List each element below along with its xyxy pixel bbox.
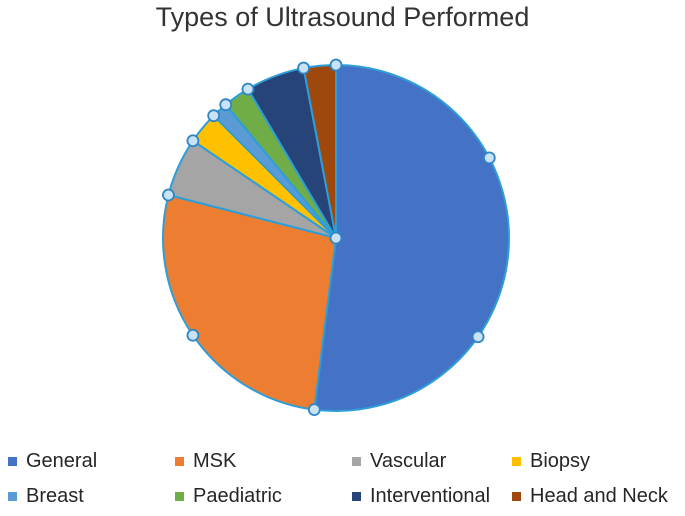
legend-swatch-head-and-neck (512, 492, 521, 501)
legend-swatch-paediatric (175, 492, 184, 501)
legend-label: Head and Neck (530, 485, 668, 507)
legend-swatch-interventional (352, 492, 361, 501)
selection-handle[interactable] (297, 61, 310, 75)
legend-item-vascular[interactable]: Vascular (352, 450, 512, 473)
legend-label: MSK (193, 450, 237, 472)
legend-swatch-msk (175, 457, 184, 466)
selection-handle[interactable] (186, 328, 200, 342)
legend-swatch-general (8, 457, 17, 466)
selection-handle[interactable] (329, 231, 343, 245)
selection-handle[interactable] (241, 82, 255, 96)
legend-item-biopsy[interactable]: Biopsy (512, 450, 685, 473)
legend-label: Vascular (370, 450, 447, 472)
legend-label: Breast (26, 485, 84, 507)
selection-handle[interactable] (471, 330, 485, 344)
legend-label: Paediatric (193, 485, 282, 507)
legend-label: Interventional (370, 485, 491, 507)
legend-swatch-biopsy (512, 457, 521, 466)
legend-item-head-and-neck[interactable]: Head and Neck (512, 485, 685, 508)
legend-item-paediatric[interactable]: Paediatric (175, 485, 352, 508)
legend-item-msk[interactable]: MSK (175, 450, 352, 473)
legend-row: Breast Paediatric Interventional Head and N… (8, 479, 685, 514)
chart-legend: General MSK Vascular Biopsy Breast Paediatric… (8, 444, 685, 514)
selection-handle[interactable] (162, 188, 175, 202)
legend-item-breast[interactable]: Breast (8, 485, 175, 508)
selection-handle[interactable] (219, 98, 233, 112)
pie-slice-general[interactable] (313, 64, 510, 412)
selection-handle[interactable] (307, 403, 321, 417)
legend-item-general[interactable]: General (8, 450, 175, 473)
legend-swatch-breast (8, 492, 17, 501)
legend-label: General (26, 450, 98, 472)
selection-handle[interactable] (186, 134, 200, 148)
selection-handle[interactable] (329, 58, 343, 72)
chart-title: Types of Ultrasound Performed (155, 2, 530, 32)
legend-swatch-vascular (352, 457, 361, 466)
legend-label: Biopsy (530, 450, 591, 472)
selection-handle[interactable] (482, 151, 496, 165)
legend-row: General MSK Vascular Biopsy (8, 444, 685, 479)
selection-handle[interactable] (207, 109, 221, 123)
legend-item-interventional[interactable]: Interventional (352, 485, 512, 508)
